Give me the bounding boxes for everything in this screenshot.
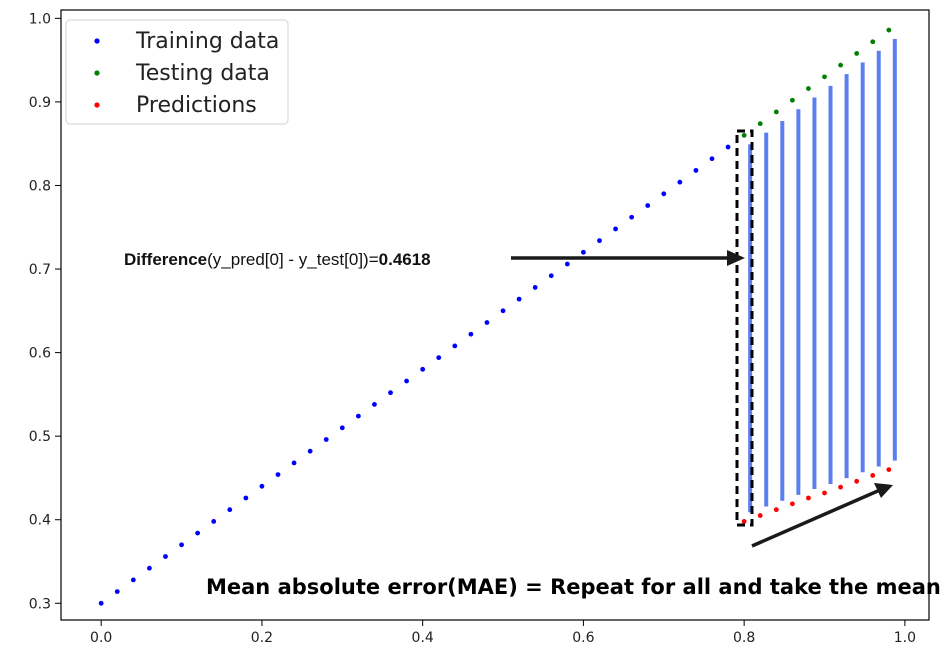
prediction-point — [806, 495, 811, 501]
training-point — [98, 600, 104, 606]
training-point — [195, 530, 201, 536]
training-point — [404, 378, 409, 384]
training-point — [307, 448, 313, 454]
training-point — [355, 413, 361, 419]
legend-label-predictions: Predictions — [136, 93, 257, 118]
plot-frame — [60, 9, 930, 621]
legend-label-training: Training data — [135, 29, 279, 54]
training-point — [581, 249, 586, 255]
x-tick-label: 1.0 — [894, 630, 916, 646]
training-point — [677, 179, 683, 185]
training-point — [661, 191, 667, 197]
training-point — [114, 589, 120, 594]
x-tick-label: 0.4 — [412, 630, 434, 646]
testing-point — [789, 97, 795, 103]
training-point — [468, 331, 474, 337]
training-point — [532, 285, 538, 290]
training-point — [179, 542, 184, 548]
difference-arrow — [511, 250, 745, 266]
training-point — [613, 226, 618, 232]
difference-value: 0.4618 — [379, 250, 431, 269]
training-point — [420, 366, 426, 372]
testing-point — [886, 27, 892, 33]
training-point — [629, 214, 635, 220]
y-tick-label: 0.4 — [29, 513, 51, 529]
legend: Training data Testing data Predictions — [65, 19, 289, 125]
training-point — [693, 168, 699, 173]
axis-ticks: 0.0 0.2 0.4 0.6 0.8 1.0 0.3 0.4 0.5 0.6 0.7 0.8 0.9 1… — [29, 11, 916, 646]
training-point — [564, 261, 570, 267]
training-point — [291, 460, 297, 466]
y-tick-label: 0.9 — [29, 95, 51, 111]
legend-marker-predictions — [94, 102, 100, 108]
difference-label: Difference — [124, 250, 207, 269]
prediction-point — [886, 467, 892, 472]
prediction-point — [854, 478, 860, 484]
prediction-point — [741, 518, 747, 524]
training-point — [452, 343, 458, 349]
mae-arrow — [751, 483, 893, 548]
prediction-point — [773, 507, 779, 513]
error-lines — [748, 39, 897, 513]
prediction-point — [870, 473, 876, 478]
legend-box — [65, 19, 289, 125]
training-point — [500, 308, 506, 314]
y-tick-label: 0.3 — [29, 596, 51, 612]
highlight-dashed-box — [735, 129, 754, 527]
training-point — [275, 472, 281, 478]
training-point — [436, 355, 442, 361]
training-point — [211, 518, 217, 524]
training-point — [163, 554, 168, 559]
legend-marker-training — [94, 38, 100, 44]
training-point — [259, 483, 265, 489]
difference-annotation: Difference(y_pred[0] - y_test[0])=0.4618 — [124, 250, 431, 269]
legend-marker-testing — [94, 70, 100, 76]
testing-point — [806, 86, 811, 91]
testing-point — [854, 51, 860, 56]
training-point — [227, 507, 233, 513]
training-point — [339, 425, 345, 431]
training-point — [516, 296, 522, 302]
testing-point — [741, 132, 747, 138]
training-point — [709, 156, 715, 162]
x-tick-label: 0.2 — [251, 630, 273, 646]
training-point — [484, 320, 490, 325]
prediction-point — [822, 490, 827, 496]
difference-expression: (y_pred[0] - y_test[0])= — [207, 250, 379, 269]
testing-point — [757, 121, 763, 127]
prediction-point — [838, 484, 843, 490]
training-point — [548, 273, 554, 279]
y-tick-label: 1.0 — [29, 11, 51, 27]
training-point — [725, 144, 731, 150]
training-point — [147, 565, 152, 571]
training-point — [243, 495, 249, 501]
x-tick-label: 0.6 — [572, 630, 594, 646]
testing-point — [773, 109, 779, 115]
x-tick-label: 0.8 — [733, 630, 755, 646]
testing-point — [838, 62, 843, 68]
y-tick-label: 0.6 — [29, 346, 51, 362]
x-tick-label: 0.0 — [90, 630, 112, 646]
training-point — [323, 437, 329, 442]
training-point — [597, 238, 602, 244]
data-points — [98, 27, 892, 606]
training-point — [372, 402, 377, 407]
y-tick-label: 0.8 — [29, 178, 51, 194]
y-tick-label: 0.5 — [29, 429, 51, 445]
prediction-point — [789, 501, 795, 507]
prediction-point — [757, 513, 763, 518]
training-point — [130, 577, 136, 583]
mae-annotation: Mean absolute error(MAE) = Repeat for al… — [206, 575, 941, 599]
testing-point — [822, 74, 827, 80]
training-point — [645, 203, 651, 208]
testing-point — [870, 39, 876, 45]
training-point — [388, 390, 393, 396]
legend-label-testing: Testing data — [135, 61, 270, 86]
y-tick-label: 0.7 — [29, 262, 51, 278]
